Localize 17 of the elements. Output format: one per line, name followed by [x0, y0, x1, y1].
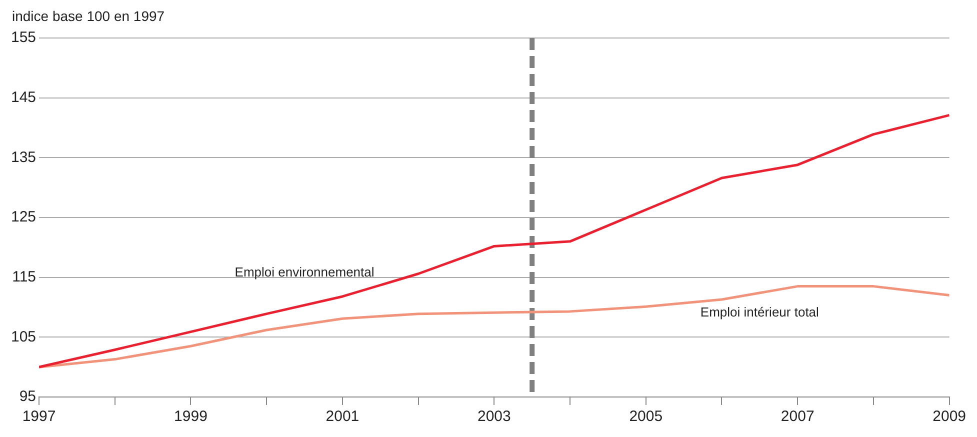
x-tick-label: 2003 — [477, 408, 511, 426]
x-tick-label: 2005 — [629, 408, 663, 426]
series-label: Emploi intérieur total — [700, 304, 820, 320]
x-tick-label: 2001 — [326, 408, 360, 426]
y-tick-label: 135 — [10, 148, 36, 166]
y-tick-label: 125 — [10, 208, 36, 226]
y-tick-label: 95 — [19, 388, 36, 406]
y-tick-label: 115 — [12, 268, 36, 286]
y-tick-label: 105 — [10, 328, 36, 346]
x-tick-label: 1999 — [174, 408, 208, 426]
y-tick-label: 155 — [10, 29, 36, 46]
x-tick-label: 2007 — [780, 408, 814, 426]
x-tick-label: 1997 — [22, 408, 56, 426]
x-tick-label: 2009 — [932, 408, 966, 426]
y-tick-label: 145 — [10, 88, 36, 106]
series-label: Emploi environnemental — [234, 264, 374, 280]
y-axis-title: indice base 100 en 1997 — [12, 8, 165, 24]
